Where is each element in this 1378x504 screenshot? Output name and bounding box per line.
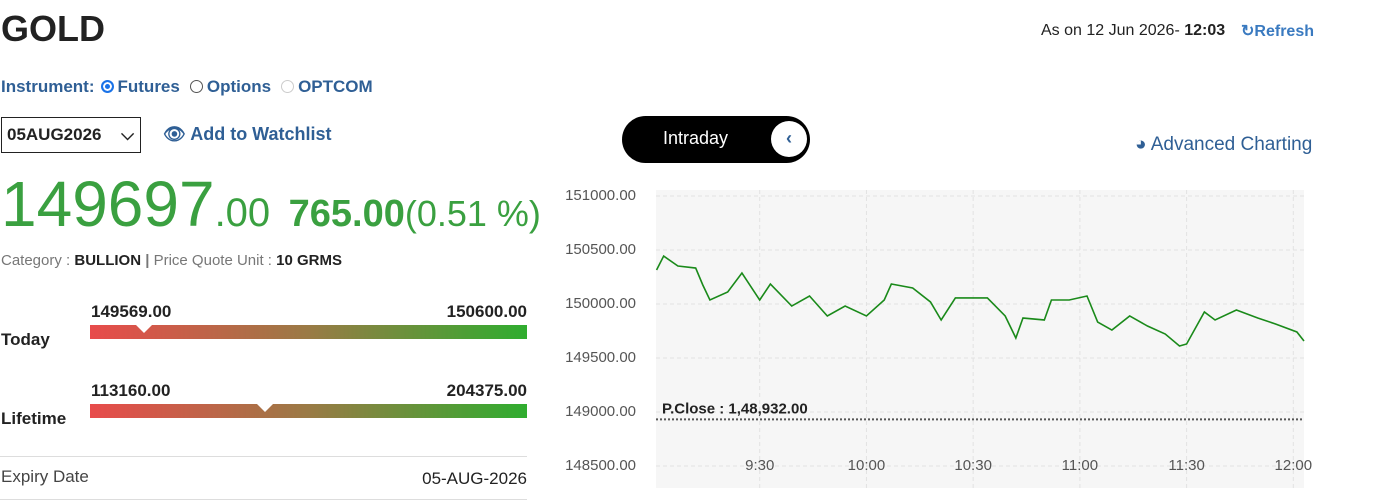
unit-value: 10 GRMS [276,252,343,269]
range-marker [257,404,274,412]
expiry-select-value[interactable]: 05AUG2026 [7,125,102,144]
x-tick-label: 12:00 [1275,457,1313,474]
change-percent: (0.51 %) [404,193,541,234]
x-tick-label: 11:30 [1168,457,1204,474]
y-tick-label: 150500.00 [565,241,636,258]
refresh-label[interactable]: Refresh [1254,23,1314,40]
range-marker [136,325,153,333]
plot-background [656,190,1304,488]
change: 765.00 [288,193,405,235]
category-label: Category : [1,252,75,269]
option-label[interactable]: Options [206,77,272,96]
y-tick-label: 151000.00 [565,187,636,204]
expiry-row: Expiry Date 05-AUG-2026 [0,456,527,500]
quote: 149697.00 765.00(0.51 %) [1,167,541,241]
range-high: 150600.00 [446,302,527,321]
range-low: 149569.00 [91,302,172,321]
refresh[interactable]: ↻Refresh [1241,23,1314,40]
y-tick-label: 148500.00 [565,457,636,474]
watchlist-label[interactable]: Add to Watchlist [190,124,332,144]
range-bar [90,404,527,418]
x-tick-label: 10:00 [848,457,886,474]
price-fraction: .00 [214,191,271,235]
reference-label: P.Close : 1,48,932.00 [662,400,808,417]
as-on-time: 12:03 [1184,22,1226,39]
y-tick-label: 150000.00 [565,295,636,312]
radio[interactable] [189,80,203,93]
radio[interactable] [100,80,114,93]
advanced-charting[interactable]: ◕ Advanced Charting [1135,134,1313,155]
option-label[interactable]: Futures [117,77,180,96]
range-bar [90,325,527,339]
range-label: Lifetime [1,409,67,428]
x-tick-label: 10:30 [954,457,992,474]
instrument-label: Instrument: [1,77,95,96]
expiry-select[interactable]: 05AUG2026 ⌵ [1,117,141,153]
x-tick-label: 9:30 [745,457,774,474]
as-on-label: As on 12 Jun 2026- [1041,22,1185,39]
watchlist[interactable]: 👁 Add to Watchlist [163,124,332,144]
range-label: Today [1,330,50,349]
expiry-value: 05-AUG-2026 [422,469,527,488]
toggle-label[interactable]: Intraday [663,128,729,148]
toggle-knob[interactable]: ‹ [771,121,807,157]
radio[interactable] [281,80,295,93]
range-high: 204375.00 [446,381,527,400]
category-value: BULLION [74,252,142,269]
unit-label: Price Quote Unit : [153,252,277,269]
y-tick-label: 149000.00 [565,403,636,420]
x-tick-label: 11:00 [1062,457,1098,474]
as-on: As on 12 Jun 2026- 12:03 [1041,22,1225,40]
title: GOLD [1,8,105,49]
price-whole: 149697 [1,168,215,240]
y-tick-label: 149500.00 [565,349,636,366]
instrument: Instrument: Futures Options OPTCOM [1,77,377,97]
price-line [655,254,1305,347]
category: Category : BULLION | Price Quote Unit : … [1,252,343,269]
range-low: 113160.00 [91,381,171,400]
expiry-label: Expiry Date [1,467,89,486]
advanced-charting-label[interactable]: Advanced Charting [1150,134,1313,155]
toggle[interactable]: Intraday ‹ [622,116,810,163]
option-label[interactable]: OPTCOM [298,77,373,96]
